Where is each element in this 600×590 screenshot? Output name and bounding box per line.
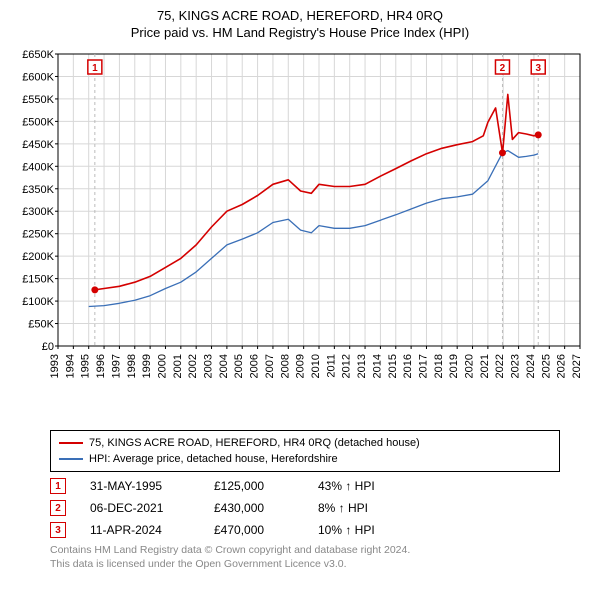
line-chart-svg: £0 £50K £100K £150K £200K £250K £300K £350K £400… <box>10 46 590 426</box>
svg-text:£650K: £650K <box>22 49 54 61</box>
svg-text:2019: 2019 <box>448 354 460 378</box>
svg-text:£600K: £600K <box>22 71 54 83</box>
attribution-line: This data is licensed under the Open Gov… <box>50 558 560 572</box>
legend: 75, KINGS ACRE ROAD, HEREFORD, HR4 0RQ (… <box>50 430 560 472</box>
svg-text:2011: 2011 <box>325 354 337 378</box>
svg-text:2006: 2006 <box>249 354 261 378</box>
svg-text:2005: 2005 <box>233 354 245 378</box>
legend-label-property: 75, KINGS ACRE ROAD, HEREFORD, HR4 0RQ (… <box>89 435 420 451</box>
legend-swatch-property <box>59 442 83 444</box>
svg-text:2020: 2020 <box>464 354 476 378</box>
svg-text:£350K: £350K <box>22 184 54 196</box>
sale-price: £125,000 <box>214 479 294 493</box>
svg-text:2018: 2018 <box>433 354 445 378</box>
svg-text:£100K: £100K <box>22 296 54 308</box>
svg-text:£400K: £400K <box>22 161 54 173</box>
sale-pct: 8% ↑ HPI <box>318 501 408 515</box>
svg-text:1996: 1996 <box>95 354 107 378</box>
page: 75, KINGS ACRE ROAD, HEREFORD, HR4 0RQ P… <box>0 0 600 590</box>
svg-text:2021: 2021 <box>479 354 491 378</box>
sale-price: £470,000 <box>214 523 294 537</box>
svg-text:2: 2 <box>500 63 506 74</box>
legend-swatch-hpi <box>59 458 83 460</box>
sale-pct: 43% ↑ HPI <box>318 479 408 493</box>
svg-text:£300K: £300K <box>22 206 54 218</box>
svg-text:1: 1 <box>92 63 98 74</box>
sale-row: 1 31-MAY-1995 £125,000 43% ↑ HPI <box>50 478 560 494</box>
svg-text:2009: 2009 <box>295 354 307 378</box>
sale-marker-icon: 2 <box>50 500 66 516</box>
svg-text:£500K: £500K <box>22 116 54 128</box>
svg-text:2027: 2027 <box>571 354 583 378</box>
chart-area: £0 £50K £100K £150K £200K £250K £300K £350K £400… <box>10 46 590 426</box>
sales-table: 1 31-MAY-1995 £125,000 43% ↑ HPI 2 06-DE… <box>50 478 560 538</box>
svg-text:2002: 2002 <box>187 354 199 378</box>
svg-text:2007: 2007 <box>264 354 276 378</box>
sale-pct: 10% ↑ HPI <box>318 523 408 537</box>
svg-text:2026: 2026 <box>556 354 568 378</box>
svg-text:1993: 1993 <box>49 354 61 378</box>
svg-text:3: 3 <box>535 63 541 74</box>
svg-text:1994: 1994 <box>64 354 76 378</box>
svg-text:£450K: £450K <box>22 139 54 151</box>
svg-text:£250K: £250K <box>22 229 54 241</box>
attribution-line: Contains HM Land Registry data © Crown c… <box>50 544 560 558</box>
sale-marker-icon: 1 <box>50 478 66 494</box>
svg-text:1999: 1999 <box>141 354 153 378</box>
svg-text:2012: 2012 <box>341 354 353 378</box>
svg-text:2004: 2004 <box>218 354 230 378</box>
svg-text:2016: 2016 <box>402 354 414 378</box>
svg-text:£50K: £50K <box>28 319 54 331</box>
sale-row: 2 06-DEC-2021 £430,000 8% ↑ HPI <box>50 500 560 516</box>
sale-date: 11-APR-2024 <box>90 523 190 537</box>
svg-text:2013: 2013 <box>356 354 368 378</box>
svg-text:£200K: £200K <box>22 251 54 263</box>
attribution: Contains HM Land Registry data © Crown c… <box>50 544 560 571</box>
svg-text:2010: 2010 <box>310 354 322 378</box>
svg-text:1995: 1995 <box>80 354 92 378</box>
svg-text:£550K: £550K <box>22 94 54 106</box>
chart-subtitle: Price paid vs. HM Land Registry's House … <box>10 25 590 40</box>
svg-text:2003: 2003 <box>203 354 215 378</box>
legend-label-hpi: HPI: Average price, detached house, Here… <box>89 451 338 467</box>
svg-text:1998: 1998 <box>126 354 138 378</box>
legend-row-hpi: HPI: Average price, detached house, Here… <box>59 451 551 467</box>
svg-text:2017: 2017 <box>417 354 429 378</box>
sale-date: 31-MAY-1995 <box>90 479 190 493</box>
svg-text:2023: 2023 <box>510 354 522 378</box>
svg-text:£150K: £150K <box>22 274 54 286</box>
sale-row: 3 11-APR-2024 £470,000 10% ↑ HPI <box>50 522 560 538</box>
sale-date: 06-DEC-2021 <box>90 501 190 515</box>
svg-text:2022: 2022 <box>494 354 506 378</box>
svg-text:2015: 2015 <box>387 354 399 378</box>
legend-row-property: 75, KINGS ACRE ROAD, HEREFORD, HR4 0RQ (… <box>59 435 551 451</box>
sale-marker-icon: 3 <box>50 522 66 538</box>
svg-text:2014: 2014 <box>371 354 383 378</box>
svg-text:2000: 2000 <box>156 354 168 378</box>
sale-price: £430,000 <box>214 501 294 515</box>
chart-title: 75, KINGS ACRE ROAD, HEREFORD, HR4 0RQ <box>10 8 590 23</box>
svg-text:£0: £0 <box>42 341 54 353</box>
svg-text:2025: 2025 <box>540 354 552 378</box>
svg-text:1997: 1997 <box>110 354 122 378</box>
svg-text:2024: 2024 <box>525 354 537 378</box>
svg-text:2008: 2008 <box>279 354 291 378</box>
svg-text:2001: 2001 <box>172 354 184 378</box>
